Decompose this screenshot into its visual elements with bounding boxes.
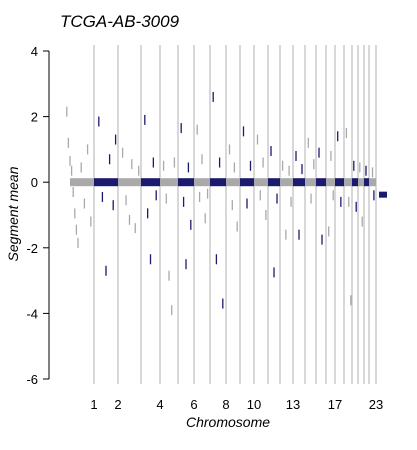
baseline-segment [326,178,335,187]
y-tick-label: 2 [31,110,38,125]
baseline-segments [70,178,387,198]
chart-title: TCGA-AB-3009 [60,12,180,31]
baseline-segment [316,178,326,187]
baseline-segment [210,178,226,187]
x-tick-label: 23 [369,397,383,412]
baseline-segment [194,178,210,187]
x-tick-label: 6 [190,397,197,412]
baseline-segment [118,178,141,187]
baseline-segment [352,178,358,187]
baseline-segment [94,178,118,187]
y-axis-label: Segment mean [5,166,21,261]
y-tick-label: 0 [31,175,38,190]
segment-marks [66,91,375,316]
baseline-segment [293,178,305,187]
baseline-segment [178,178,194,187]
baseline-segment [305,178,316,187]
baseline-segment [268,178,280,187]
baseline-segment [141,178,160,187]
y-tick-label: -2 [26,241,38,256]
y-tick-label: -4 [26,306,38,321]
baseline-segment [335,178,344,187]
baseline-segment [364,178,369,187]
y-tick-label: 4 [31,44,38,59]
x-tick-label: 2 [114,397,121,412]
baseline-segment [369,178,376,187]
baseline-segment [254,178,268,187]
baseline-segment [226,178,240,187]
baseline-segment [280,178,293,187]
x-tick-label: 4 [156,397,163,412]
baseline-segment [358,178,364,187]
x-tick-label: 17 [328,397,342,412]
y-tick-label: -6 [26,372,38,387]
baseline-segment [379,191,387,198]
baseline-segment [240,178,254,187]
y-axis: -6 -4 -2 0 2 4 [26,44,50,387]
x-tick-labels: 1 2 4 6 8 10 13 17 23 [90,397,383,412]
baseline-segment [344,178,352,187]
baseline-segment [160,178,178,187]
x-tick-label: 13 [286,397,300,412]
x-tick-label: 8 [222,397,229,412]
x-tick-label: 1 [90,397,97,412]
baseline-segment [70,178,94,187]
x-tick-label: 10 [247,397,261,412]
x-axis-label: Chromosome [186,414,270,430]
chromosome-boundaries [93,45,377,384]
